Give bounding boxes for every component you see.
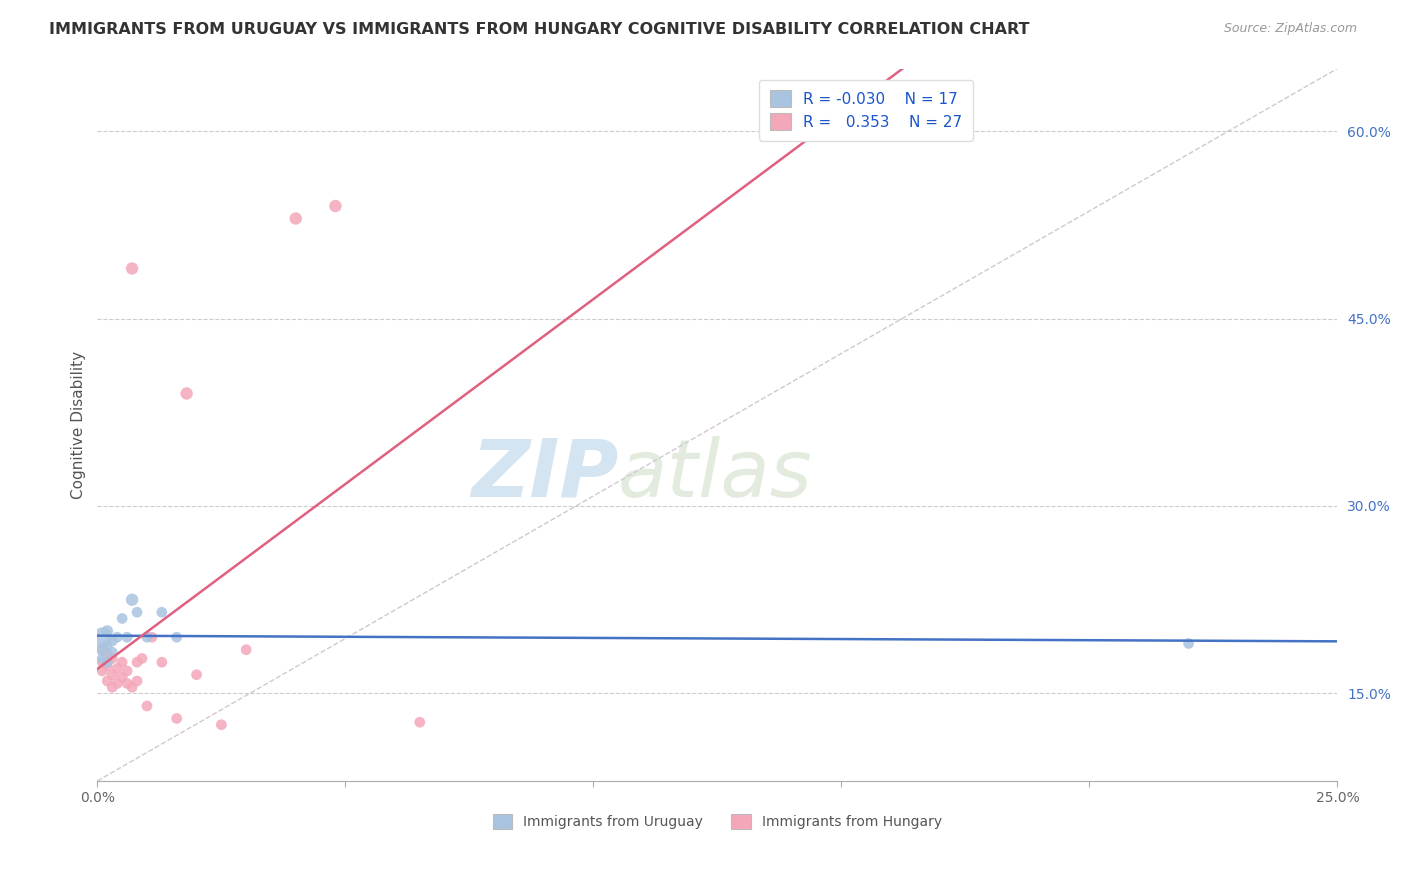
Point	[150, 655, 173, 669]
Point	[1177, 636, 1199, 650]
Point	[91, 664, 114, 678]
Point	[115, 664, 138, 678]
Point	[101, 645, 124, 659]
Point	[101, 634, 124, 648]
Point	[409, 715, 432, 730]
Point	[121, 261, 143, 276]
Point	[125, 673, 148, 688]
Point	[91, 651, 114, 665]
Point	[96, 639, 118, 653]
Point	[91, 642, 114, 657]
Point	[150, 605, 173, 619]
Point	[96, 647, 118, 661]
Point	[115, 676, 138, 690]
Point	[121, 592, 143, 607]
Point	[186, 667, 208, 681]
Point	[209, 717, 232, 731]
Y-axis label: Cognitive Disability: Cognitive Disability	[72, 351, 86, 499]
Text: IMMIGRANTS FROM URUGUAY VS IMMIGRANTS FROM HUNGARY COGNITIVE DISABILITY CORRELAT: IMMIGRANTS FROM URUGUAY VS IMMIGRANTS FR…	[49, 22, 1029, 37]
Point	[96, 659, 118, 673]
Point	[141, 630, 163, 644]
Point	[166, 630, 188, 644]
Point	[284, 211, 307, 226]
Point	[101, 680, 124, 694]
Point	[91, 655, 114, 669]
Point	[105, 630, 128, 644]
Point	[111, 611, 134, 625]
Point	[111, 655, 134, 669]
Text: ZIP: ZIP	[471, 435, 619, 514]
Point	[91, 630, 114, 644]
Point	[325, 199, 347, 213]
Point	[101, 651, 124, 665]
Point	[96, 673, 118, 688]
Point	[121, 680, 143, 694]
Point	[91, 642, 114, 657]
Point	[131, 651, 153, 665]
Point	[115, 630, 138, 644]
Point	[136, 698, 159, 713]
Point	[136, 630, 159, 644]
Point	[111, 670, 134, 684]
Point	[101, 667, 124, 681]
Point	[96, 624, 118, 638]
Legend: Immigrants from Uruguay, Immigrants from Hungary: Immigrants from Uruguay, Immigrants from…	[488, 808, 948, 835]
Point	[235, 642, 257, 657]
Point	[105, 661, 128, 675]
Point	[125, 655, 148, 669]
Text: Source: ZipAtlas.com: Source: ZipAtlas.com	[1223, 22, 1357, 36]
Point	[176, 386, 198, 401]
Point	[96, 655, 118, 669]
Point	[166, 711, 188, 725]
Text: atlas: atlas	[619, 435, 813, 514]
Point	[105, 676, 128, 690]
Point	[125, 605, 148, 619]
